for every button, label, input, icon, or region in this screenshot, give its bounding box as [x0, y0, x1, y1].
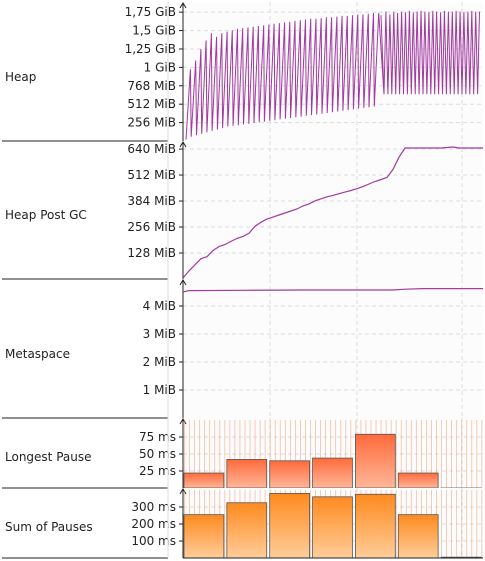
- sum-of-pauses-tick-label: 200 ms: [131, 517, 176, 531]
- longest-pause-bar: [355, 434, 395, 488]
- sum-of-pauses-tick-label: 100 ms: [131, 534, 176, 548]
- sum-of-pauses-tick-label: 300 ms: [131, 500, 176, 514]
- longest-pause-tick-label: 25 ms: [139, 464, 176, 478]
- sum-of-pauses-bar: [184, 515, 224, 558]
- metaspace-tick-label: 1 MiB: [143, 383, 176, 397]
- heap-post-gc-tick-label: 512 MiB: [127, 168, 176, 182]
- longest-pause-tick-label: 75 ms: [139, 430, 176, 444]
- heap-post-gc-tick-label: 384 MiB: [127, 194, 176, 208]
- longest-pause-bar: [270, 461, 310, 488]
- longest-pause-label: Longest Pause: [5, 450, 91, 464]
- longest-pause-bar: [313, 458, 353, 488]
- heap-tick-label: 512 MiB: [127, 97, 176, 111]
- sum-of-pauses-bar: [398, 515, 438, 558]
- sum-of-pauses-bar: [270, 493, 310, 558]
- heap-label: Heap: [5, 70, 36, 84]
- sum-of-pauses-bar: [355, 494, 395, 558]
- metaspace-plot-area: [183, 279, 483, 418]
- metaspace-tick-label: 4 MiB: [143, 299, 176, 313]
- heap-post-gc-plot-area: [183, 141, 483, 279]
- sum-of-pauses-label: Sum of Pauses: [5, 520, 93, 534]
- heap-tick-label: 256 MiB: [127, 116, 176, 130]
- sum-of-pauses-bar: [313, 497, 353, 558]
- metaspace-tick-label: 2 MiB: [143, 355, 176, 369]
- metaspace-tick-label: 3 MiB: [143, 327, 176, 341]
- longest-pause-bar: [227, 459, 267, 488]
- heap-post-gc-tick-label: 256 MiB: [127, 220, 176, 234]
- sum-of-pauses-bar: [227, 503, 267, 558]
- heap-tick-label: 1,5 GiB: [132, 24, 176, 38]
- heap-post-gc-label: Heap Post GC: [5, 208, 87, 222]
- longest-pause-tick-label: 50 ms: [139, 447, 176, 461]
- heap-post-gc-tick-label: 128 MiB: [127, 246, 176, 260]
- heap-tick-label: 1 GiB: [144, 60, 176, 74]
- heap-post-gc-tick-label: 640 MiB: [127, 142, 176, 156]
- heap-tick-label: 768 MiB: [127, 79, 176, 93]
- metaspace-label: Metaspace: [5, 347, 70, 361]
- longest-pause-bar: [398, 473, 438, 488]
- longest-pause-bar: [184, 473, 224, 488]
